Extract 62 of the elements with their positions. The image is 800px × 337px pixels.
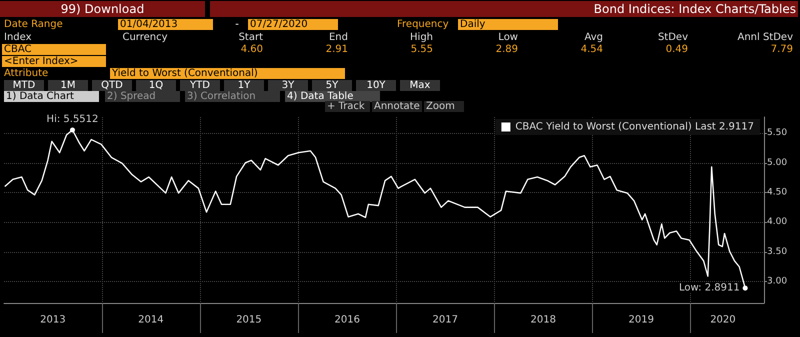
text: CBAC: [2, 44, 106, 55]
text: 4) Data Table: [285, 91, 380, 102]
text: Date Range: [2, 19, 102, 30]
text: 1Y: [224, 80, 264, 91]
text: Currency: [110, 32, 180, 43]
text: Avg: [525, 32, 605, 43]
text: Low: [440, 32, 520, 43]
text: 1Q: [136, 80, 176, 91]
text: 0.49: [610, 44, 690, 55]
text: 1) Data Chart: [4, 91, 99, 102]
x-tick-label: 2019: [628, 314, 654, 326]
text: Zoom: [424, 101, 464, 112]
text: Bond Indices: Index Charts/Tables: [210, 1, 798, 17]
text: Max: [400, 80, 440, 91]
x-tick-label: 2014: [138, 314, 164, 326]
text: YTD: [180, 80, 220, 91]
text: MTD: [4, 80, 44, 91]
text: Frequency: [395, 19, 455, 30]
text: 3) Correlation: [185, 91, 280, 102]
annotation: Low: 2.8911: [679, 282, 740, 294]
text: Annl StDev: [695, 32, 795, 43]
text: 5.55: [355, 44, 435, 55]
text: + Track: [325, 101, 370, 112]
text: 7.79: [695, 44, 795, 55]
text: Start: [185, 32, 265, 43]
text: Annotate: [372, 101, 422, 112]
text: 4.60: [185, 44, 265, 55]
y-tick-label: 4.00: [767, 217, 788, 228]
text: End: [270, 32, 350, 43]
text: 2) Spread: [105, 91, 180, 102]
annotation: Hi: 5.5512: [46, 114, 98, 125]
text: Attribute: [2, 68, 102, 79]
y-tick-label: 3.50: [767, 246, 788, 257]
text: Yield to Worst (Conventional): [110, 68, 345, 79]
text: 1M: [48, 80, 88, 91]
text: High: [355, 32, 435, 43]
y-tick-label: 4.50: [767, 187, 788, 198]
x-tick-label: 2016: [334, 314, 360, 326]
text: 07/27/2020: [248, 19, 338, 30]
x-tick-label: 2015: [236, 314, 262, 326]
text: Index: [2, 32, 102, 43]
text: 4.54: [525, 44, 605, 55]
x-tick-label: 2017: [432, 314, 458, 326]
text: <Enter Index>: [2, 56, 106, 67]
text: 01/04/2013: [118, 19, 213, 30]
text: -: [232, 19, 242, 30]
text: 2.91: [270, 44, 350, 55]
text: 3Y: [268, 80, 308, 91]
x-tick-label: 2013: [40, 314, 66, 326]
y-tick-label: 5.00: [767, 158, 788, 168]
text: StDev: [610, 32, 690, 43]
text: 2.89: [440, 44, 520, 55]
text: 5Y: [312, 80, 352, 91]
y-tick-label: 3.00: [767, 276, 788, 287]
text: 10Y: [356, 80, 396, 91]
text: 99) Download: [0, 1, 205, 17]
text: Daily: [458, 19, 558, 30]
y-tick-label: 5.50: [767, 128, 788, 138]
x-tick-label: 2020: [710, 314, 736, 326]
legend-label: CBAC Yield to Worst (Conventional) Last 2.9117: [515, 122, 754, 132]
text: QTD: [92, 80, 132, 91]
x-tick-label: 2018: [530, 314, 556, 326]
